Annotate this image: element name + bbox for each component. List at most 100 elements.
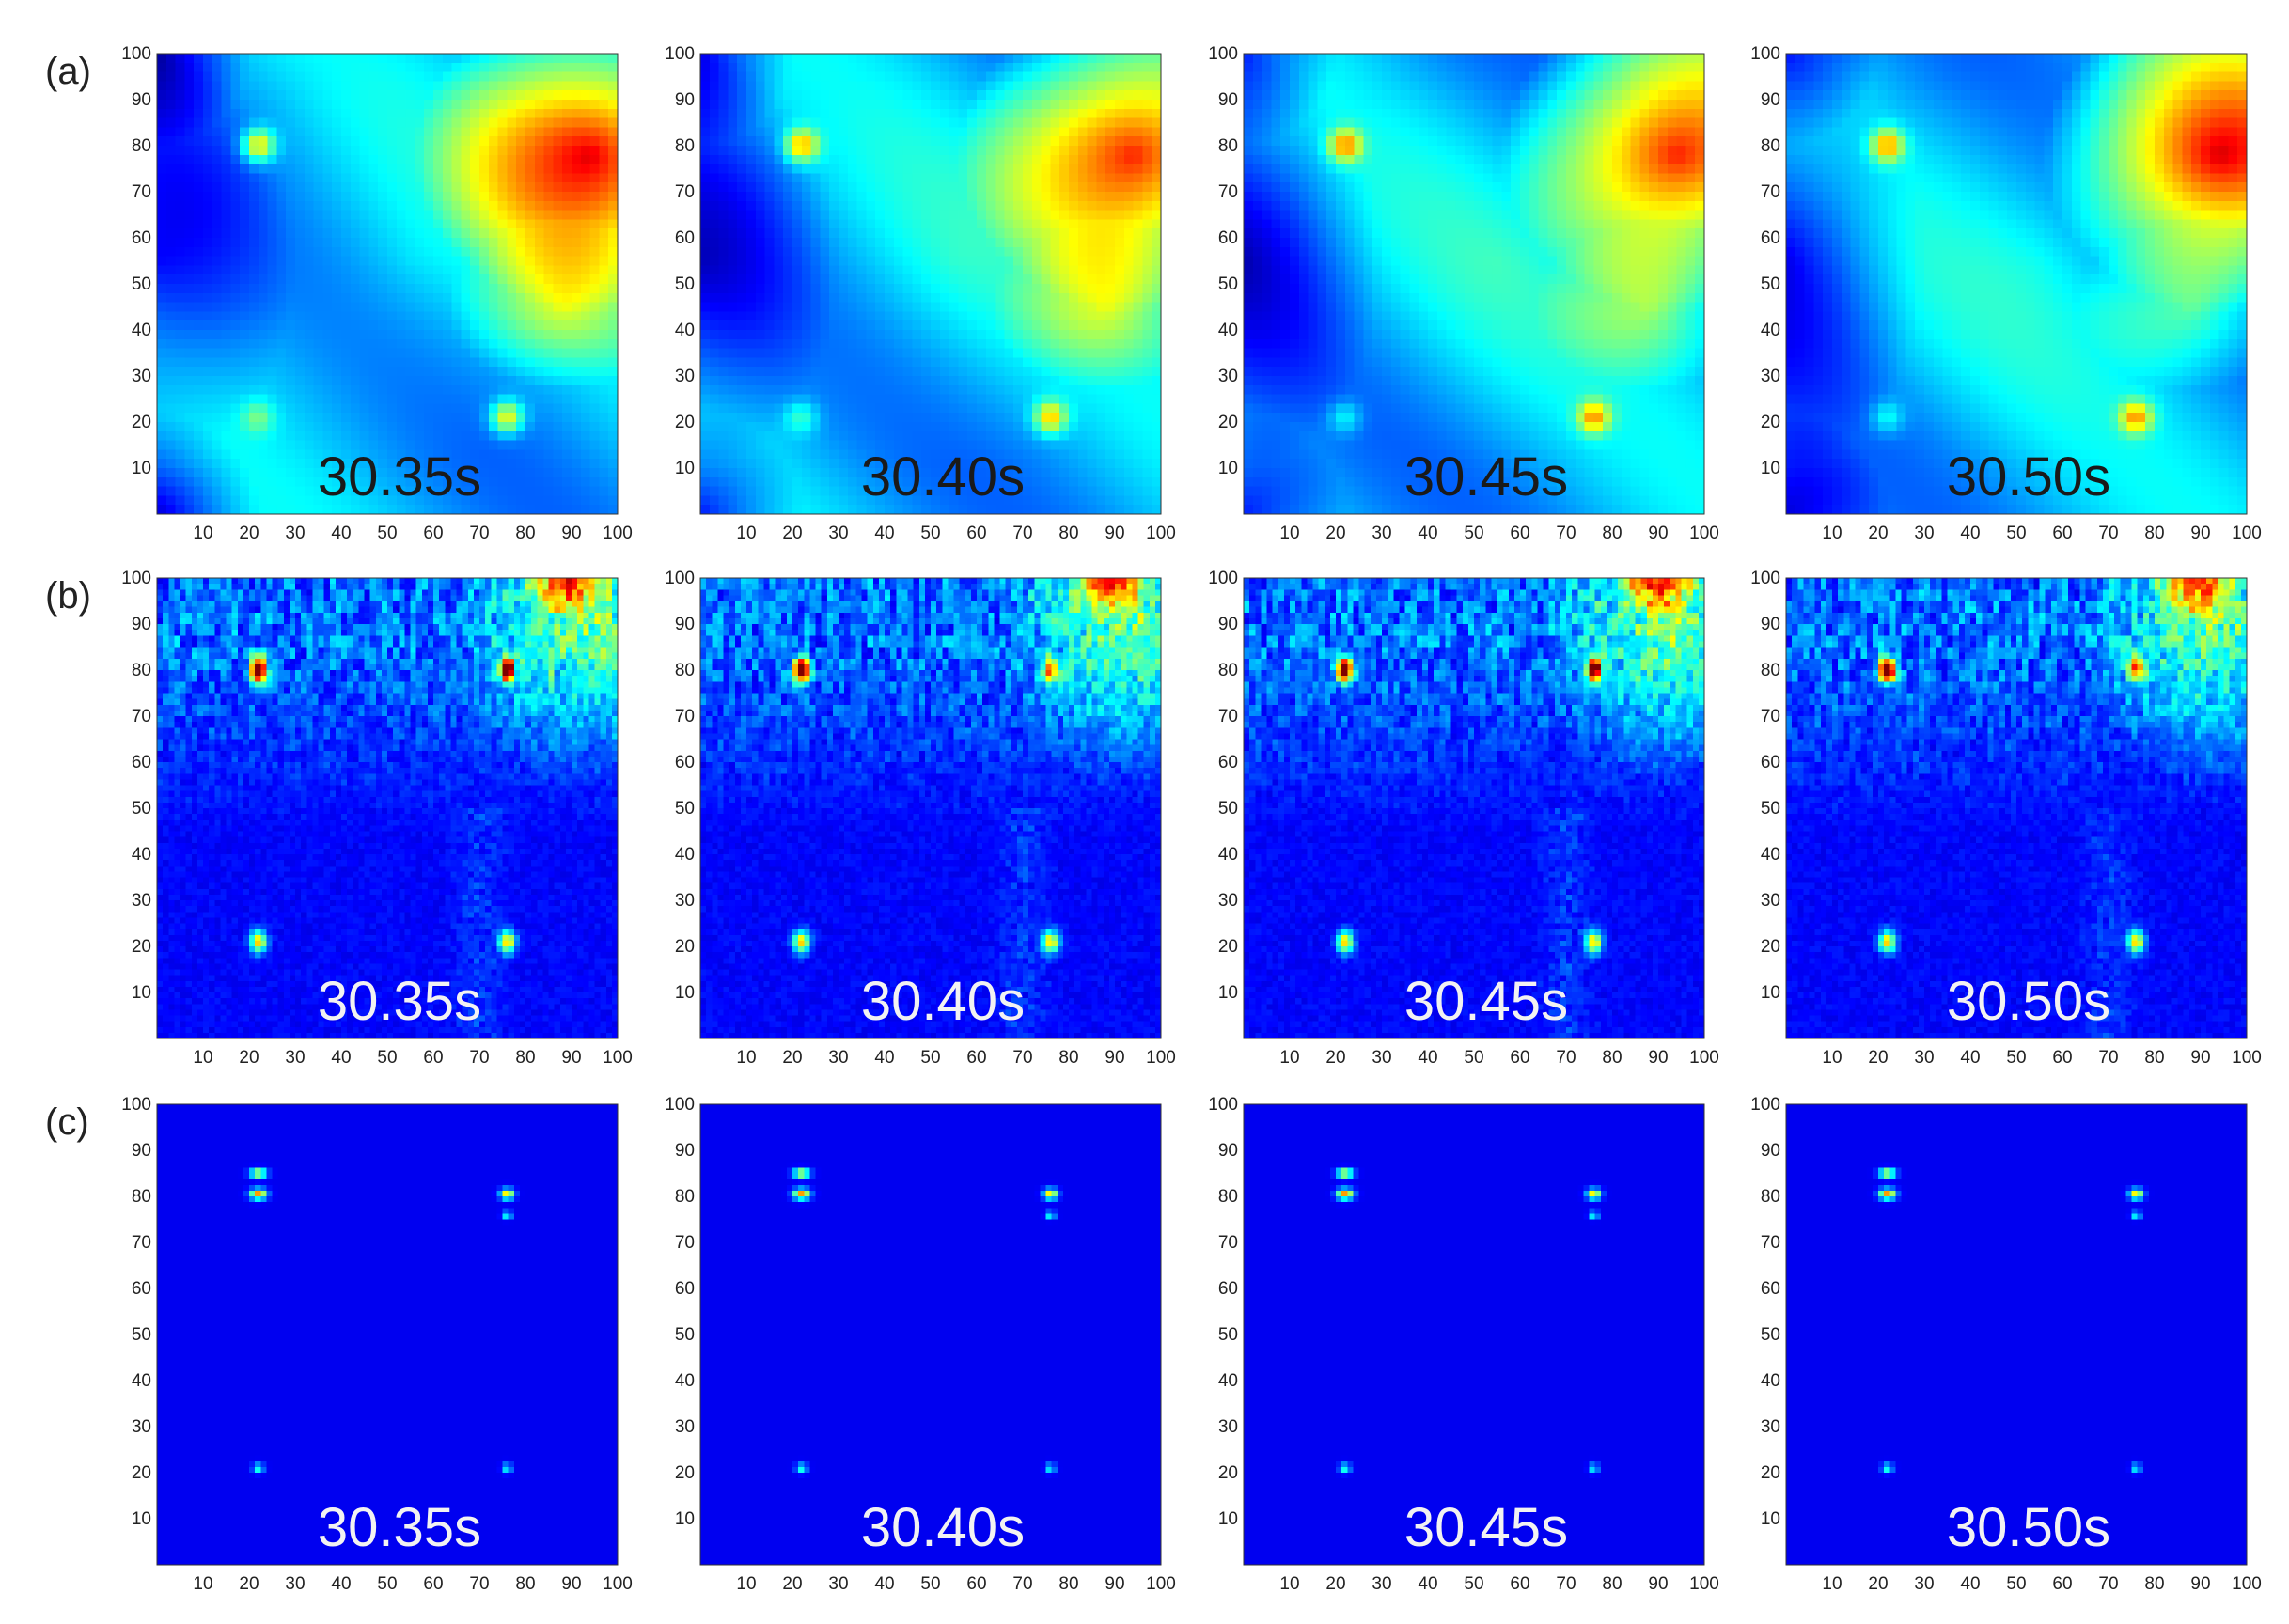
time-label: 30.35s (318, 1497, 481, 1558)
x-tick-label: 70 (2098, 1574, 2118, 1594)
y-tick-label: 80 (1761, 136, 1780, 156)
x-tick-label: 80 (2144, 1048, 2164, 1068)
y-tick-label: 100 (121, 569, 151, 588)
x-tick-label: 70 (2098, 1048, 2118, 1068)
heatmap-cells (1786, 54, 2248, 515)
x-tick-label: 40 (1418, 1574, 1437, 1594)
heatmap-cells (1786, 1104, 2248, 1566)
x-tick-label: 10 (736, 1574, 756, 1594)
x-tick-label: 20 (239, 1048, 259, 1068)
y-tick-label: 90 (675, 615, 695, 634)
x-tick-label: 10 (736, 523, 756, 543)
y-tick-label: 90 (1218, 90, 1238, 110)
y-tick-label: 80 (675, 1187, 695, 1207)
y-tick-label: 50 (675, 274, 695, 294)
y-tick-label: 70 (1218, 1233, 1238, 1253)
y-tick-label: 30 (1761, 367, 1780, 386)
y-tick-label: 80 (675, 661, 695, 680)
y-tick-label: 50 (675, 799, 695, 819)
x-tick-label: 20 (239, 1574, 259, 1594)
x-tick-label: 10 (1822, 523, 1842, 543)
x-tick-label: 80 (1058, 1048, 1078, 1068)
x-tick-label: 30 (828, 1048, 848, 1068)
y-tick-label: 10 (675, 983, 695, 1003)
time-label: 30.50s (1947, 446, 2110, 508)
y-tick-label: 70 (675, 1233, 695, 1253)
y-tick-label: 70 (132, 1233, 151, 1253)
y-tick-label: 10 (132, 983, 151, 1003)
y-tick-label: 80 (1761, 661, 1780, 680)
y-tick-label: 20 (132, 937, 151, 957)
y-tick-label: 60 (1218, 228, 1238, 248)
x-tick-label: 80 (1058, 523, 1078, 543)
y-tick-label: 20 (1218, 1463, 1238, 1483)
y-tick-label: 40 (1761, 320, 1780, 340)
x-tick-label: 10 (1822, 1048, 1842, 1068)
y-tick-label: 60 (132, 228, 151, 248)
y-tick-label: 100 (665, 1095, 695, 1115)
x-tick-label: 50 (920, 1048, 940, 1068)
y-tick-label: 70 (1218, 182, 1238, 202)
x-tick-label: 50 (920, 523, 940, 543)
y-tick-label: 20 (132, 413, 151, 432)
y-tick-label: 10 (132, 1509, 151, 1529)
heatmap-cells (157, 54, 619, 515)
x-tick-label: 40 (874, 1048, 894, 1068)
x-tick-label: 70 (1012, 1574, 1032, 1594)
heatmap-cells (1786, 578, 2248, 1039)
x-tick-label: 70 (469, 1574, 489, 1594)
x-tick-label: 50 (920, 1574, 940, 1594)
y-tick-label: 80 (132, 1187, 151, 1207)
y-tick-label: 30 (675, 891, 695, 911)
x-tick-label: 40 (1418, 1048, 1437, 1068)
x-tick-label: 50 (2006, 1574, 2026, 1594)
x-tick-label: 10 (193, 1048, 212, 1068)
x-tick-label: 90 (1105, 1048, 1124, 1068)
y-tick-label: 40 (1218, 320, 1238, 340)
y-tick-label: 50 (1761, 799, 1780, 819)
y-tick-label: 80 (1218, 136, 1238, 156)
y-tick-label: 30 (1218, 1417, 1238, 1437)
y-tick-label: 20 (675, 1463, 695, 1483)
y-tick-label: 100 (665, 44, 695, 64)
y-tick-label: 40 (675, 845, 695, 865)
y-tick-label: 90 (1761, 1141, 1780, 1161)
x-tick-label: 40 (874, 1574, 894, 1594)
y-tick-label: 40 (1761, 1371, 1780, 1391)
y-tick-label: 20 (1761, 937, 1780, 957)
heatmap-cells (157, 578, 619, 1039)
y-tick-label: 40 (132, 320, 151, 340)
y-tick-label: 20 (1218, 937, 1238, 957)
x-tick-label: 100 (1689, 1048, 1719, 1068)
y-tick-label: 30 (1218, 891, 1238, 911)
x-tick-label: 90 (561, 1048, 581, 1068)
x-tick-label: 50 (1464, 1574, 1483, 1594)
x-tick-label: 80 (1602, 523, 1622, 543)
heatmap-cells (1244, 578, 1705, 1039)
y-tick-label: 20 (1761, 1463, 1780, 1483)
y-tick-label: 80 (132, 661, 151, 680)
y-tick-label: 20 (675, 413, 695, 432)
y-tick-label: 10 (132, 459, 151, 478)
y-tick-label: 10 (1761, 1509, 1780, 1529)
y-tick-label: 50 (1761, 274, 1780, 294)
y-tick-label: 90 (1218, 615, 1238, 634)
y-tick-label: 100 (1750, 44, 1780, 64)
time-label: 30.40s (861, 446, 1025, 508)
heatmap-cells (700, 578, 1162, 1039)
x-tick-label: 30 (1914, 523, 1934, 543)
x-tick-label: 60 (1510, 1574, 1529, 1594)
y-tick-label: 10 (1218, 459, 1238, 478)
y-tick-label: 10 (1761, 983, 1780, 1003)
x-tick-label: 60 (423, 523, 443, 543)
y-tick-label: 10 (675, 1509, 695, 1529)
y-tick-label: 50 (1218, 1325, 1238, 1345)
x-tick-label: 20 (1325, 1048, 1345, 1068)
x-tick-label: 80 (1602, 1574, 1622, 1594)
y-tick-label: 70 (1761, 707, 1780, 726)
